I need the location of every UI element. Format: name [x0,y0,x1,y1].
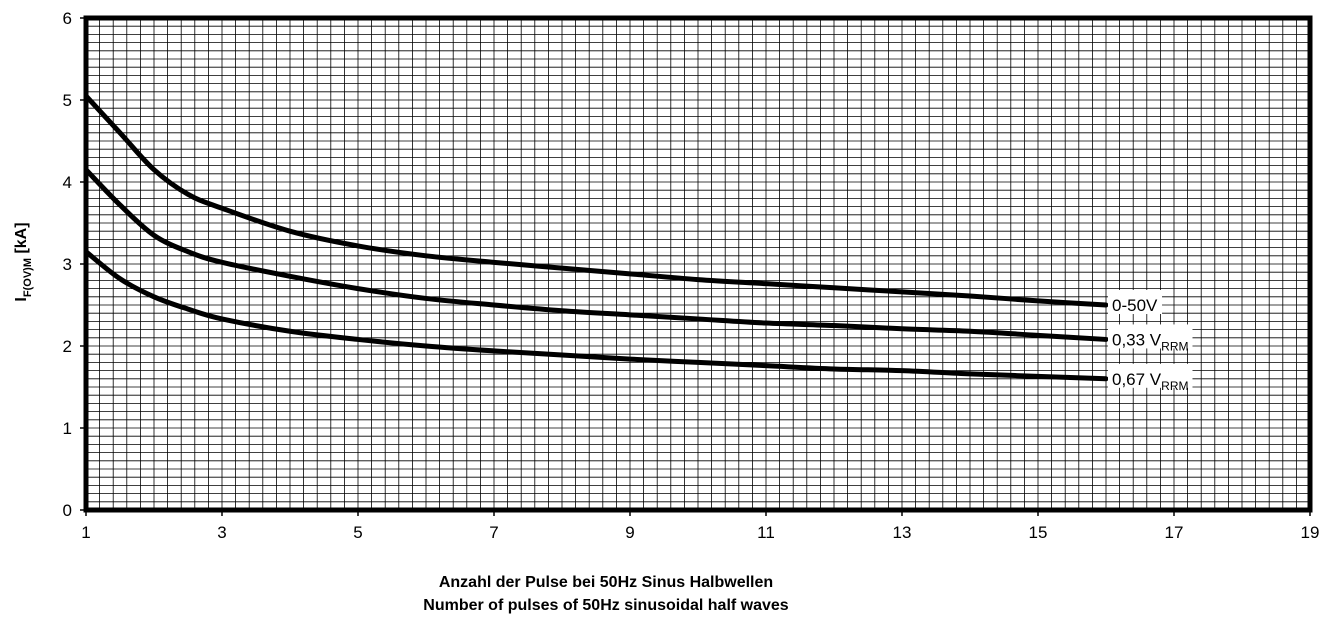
series-line-1 [83,93,1109,308]
y-tick-label: 1 [63,419,72,438]
x-tick-label: 17 [1165,523,1184,542]
series-label-bg [1108,290,1163,314]
series-label-1: 0-50V [1112,296,1158,315]
x-tick-label: 19 [1301,523,1320,542]
x-tick-label: 1 [81,523,90,542]
x-tick-label: 5 [353,523,362,542]
x-tick-label: 11 [757,523,775,542]
series-label-bg [1108,324,1193,349]
y-axis-label: IF(OV)M [kA] [13,222,34,301]
x-tick-label: 9 [625,523,634,542]
y-tick-label: 3 [63,255,72,274]
x-tick-label: 7 [489,523,498,542]
x-tick-label: 3 [217,523,226,542]
grid [86,18,1310,510]
y-tick-label: 0 [63,501,72,520]
series-line-2 [83,167,1109,342]
series-line-3 [83,249,1109,382]
y-tick-label: 2 [63,337,72,356]
y-tick-label: 4 [63,173,72,192]
series-label-2: 0,33 VRRM [1112,330,1188,353]
series-label-bg [1108,363,1193,388]
series-lines [83,93,1109,382]
y-tick-label: 5 [63,91,72,110]
x-axis-label-line2: Number of pulses of 50Hz sinusoidal half… [423,597,789,614]
x-tick-label: 15 [1029,523,1048,542]
series-labels: 0-50V 0,33 VRRM 0,67 VRRM [1108,290,1193,393]
plot-frame [83,15,1313,513]
x-axis-label-line1: Anzahl der Pulse bei 50Hz Sinus Halbwell… [439,574,773,591]
y-tick-label: 6 [63,9,72,28]
series-label-3: 0,67 VRRM [1112,370,1188,393]
x-tick-label: 13 [893,523,912,542]
